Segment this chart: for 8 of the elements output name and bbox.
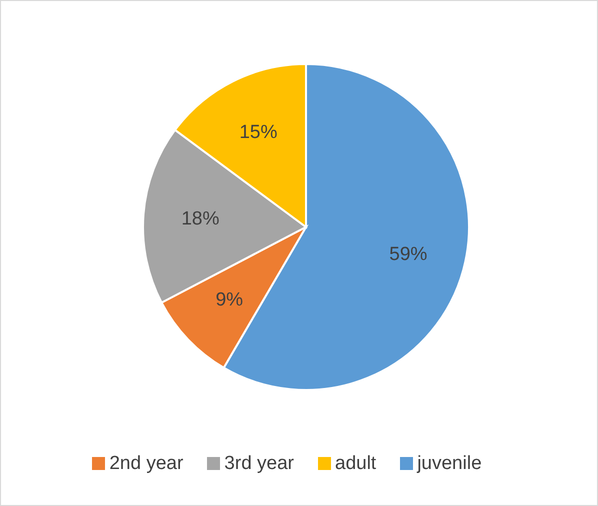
data-label: 15% bbox=[239, 122, 278, 143]
legend-label: 3rd year bbox=[224, 453, 294, 474]
legend-label: 2nd year bbox=[109, 453, 184, 474]
legend-label: adult bbox=[335, 453, 376, 474]
data-label: 9% bbox=[216, 290, 244, 311]
data-label: 18% bbox=[181, 208, 220, 230]
legend-label: juvenile bbox=[417, 453, 482, 474]
data-label: 59% bbox=[389, 244, 428, 266]
